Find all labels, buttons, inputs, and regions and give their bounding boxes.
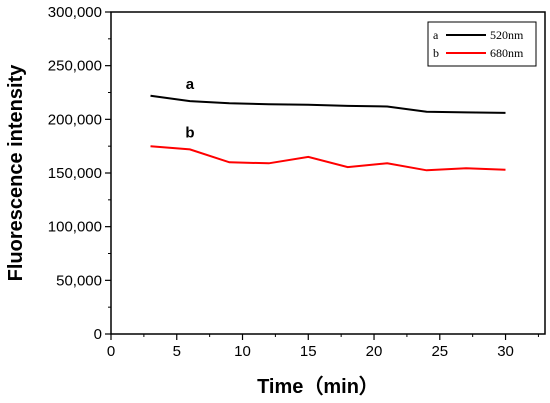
series-line-680nm [150,145,506,172]
y-tick-label: 200,000 [48,111,102,128]
series-line-520nm [150,94,506,114]
curve-label-b: b [185,124,194,141]
y-tick-label: 250,000 [48,58,102,75]
legend-box [427,21,537,67]
legend-label: 520nm [490,28,524,42]
y-tick-label: 50,000 [56,272,102,289]
legend-prefix: a [433,28,439,42]
x-tick-label: 30 [497,343,514,360]
x-tick-label: 10 [234,343,251,360]
legend-prefix: b [433,46,439,60]
y-tick-label: 100,000 [48,219,102,236]
x-tick-label: 15 [300,343,317,360]
y-axis-title: Fluorescence intensity [5,64,27,282]
y-tick-label: 150,000 [48,165,102,182]
y-tick-label: 0 [94,326,102,343]
curve-label-a: a [186,76,195,93]
x-axis-title: Time（min） [257,375,379,398]
x-tick-label: 20 [366,343,383,360]
x-tick-label: 5 [173,343,181,360]
x-tick-label: 25 [431,343,448,360]
y-tick-label: 300,000 [48,4,102,21]
legend-label: 680nm [490,46,524,60]
x-tick-label: 0 [107,343,115,360]
